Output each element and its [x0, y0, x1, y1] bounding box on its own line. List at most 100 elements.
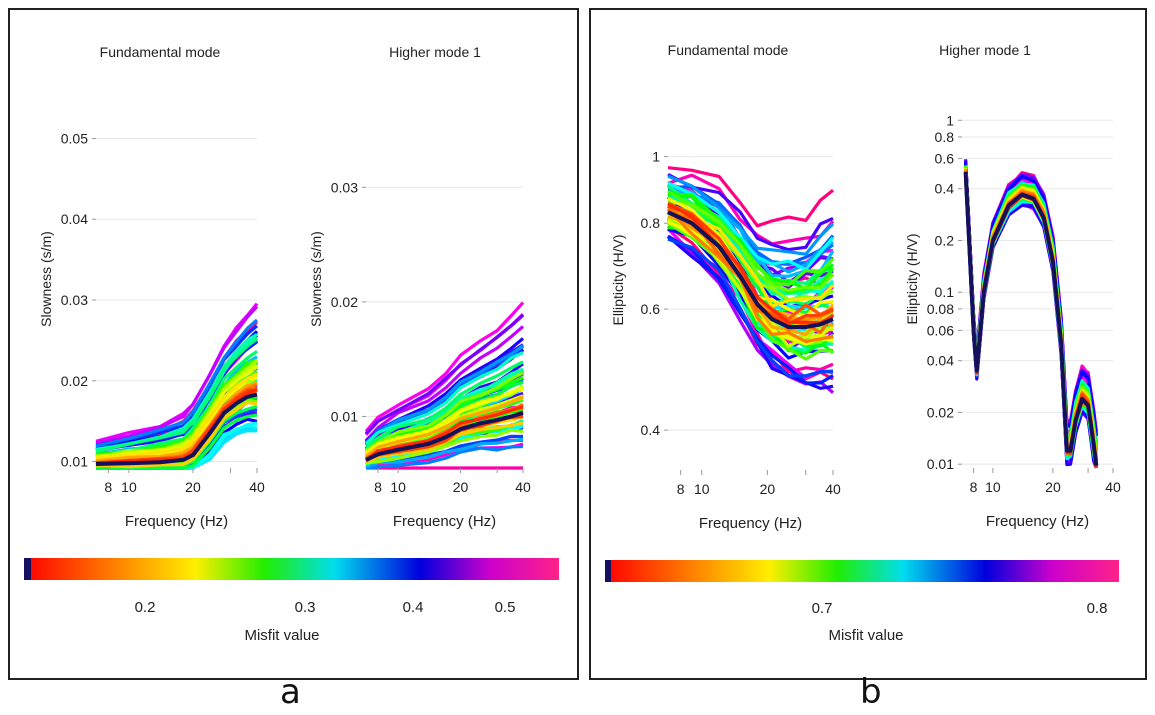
- model-curve: [666, 207, 834, 344]
- y-tick-label: 0.02: [61, 373, 88, 389]
- model-curve: [667, 200, 835, 293]
- model-curve: [95, 401, 258, 469]
- model-curve: [667, 235, 834, 385]
- model-curve: [667, 237, 834, 378]
- y-tick-label: 0.03: [61, 292, 88, 308]
- x-axis-label: Frequency (Hz): [393, 513, 496, 530]
- x-tick-label: 20: [453, 479, 469, 495]
- model-curve: [364, 344, 524, 445]
- x-tick-label: 8: [970, 479, 978, 495]
- y-tick-label: 1: [946, 112, 954, 128]
- colorbar-b-label: Misfit value: [828, 627, 903, 644]
- model-curve: [365, 421, 524, 464]
- model-curve: [364, 387, 524, 456]
- panel-b-frame: [589, 8, 1147, 680]
- x-axis-label: Frequency (Hz): [125, 513, 228, 530]
- model-curve: [667, 181, 835, 271]
- colorbar-a-tick: 0.5: [495, 599, 516, 616]
- colorbar-a-best-swatch: [24, 558, 31, 580]
- x-tick-label: 10: [694, 481, 710, 497]
- ensemble-curves: [666, 166, 835, 394]
- y-tick-label: 0.4: [935, 181, 955, 197]
- model-curve: [364, 325, 525, 442]
- best-fit-curve: [95, 392, 258, 466]
- x-tick-label: 8: [677, 481, 685, 497]
- model-curve: [95, 305, 259, 445]
- x-axis-label: Frequency (Hz): [986, 513, 1089, 530]
- best-fit-curve: [365, 411, 524, 462]
- x-tick-label: 40: [515, 479, 531, 495]
- x-tick-label: 8: [104, 479, 112, 495]
- colorbar-b-tick: 0.8: [1087, 600, 1108, 617]
- chart-2: 0.01 0.02 0.03 8 10 20 40 Higher mode 1 Frequenc…: [308, 44, 531, 530]
- x-tick-label: 20: [760, 481, 776, 497]
- colorbar-a-tick: 0.4: [403, 599, 424, 616]
- model-curve: [364, 350, 524, 445]
- chart-title: Fundamental mode: [100, 44, 221, 60]
- y-tick-label: 0.04: [61, 211, 88, 227]
- y-tick-label: 0.02: [331, 294, 358, 310]
- model-curve: [365, 371, 524, 453]
- chart-4: 0.01 0.02 0.04 0.06 0.080.1 0.2 0.4 0.6 0.81 8 10 2…: [904, 42, 1121, 530]
- y-tick-label: 0.02: [927, 404, 954, 420]
- model-curve: [95, 349, 258, 456]
- y-axis-label: Slowness (s/m): [308, 231, 324, 327]
- y-tick-label: 0.01: [927, 456, 954, 472]
- chart-1: 0.01 0.02 0.03 0.04 0.05 8 10 20 40 Fundamental m…: [38, 44, 265, 530]
- model-curve: [365, 405, 524, 461]
- colorbar-a-tick: 0.2: [135, 599, 156, 616]
- y-tick-label: 0.6: [935, 150, 955, 166]
- model-curve: [364, 301, 525, 433]
- model-curve: [95, 318, 259, 448]
- y-tick-label: 0.04: [927, 353, 954, 369]
- x-tick-label: 40: [249, 479, 265, 495]
- y-tick-label: 0.8: [641, 215, 661, 231]
- chart-title: Higher mode 1: [939, 42, 1031, 58]
- ensemble-curves: [95, 302, 259, 470]
- chart-3: 0.4 0.6 0.8 1 8 10 20 40 Fundamental mode Frequen…: [610, 42, 841, 532]
- y-tick-label: 0.1: [935, 284, 955, 300]
- model-curve: [667, 172, 834, 252]
- x-tick-label: 10: [985, 479, 1001, 495]
- ensemble-curves: [364, 301, 525, 470]
- x-tick-label: 20: [185, 479, 201, 495]
- x-tick-label: 8: [374, 479, 382, 495]
- panel-letter-a: a: [280, 672, 301, 712]
- model-curve: [667, 202, 834, 325]
- y-tick-label: 0.8: [935, 129, 955, 145]
- model-curve: [365, 444, 524, 470]
- y-axis-label: Ellipticity (H/V): [904, 233, 920, 324]
- best-fit-curve: [667, 210, 834, 329]
- model-curve: [365, 437, 524, 469]
- y-axis-label: Ellipticity (H/V): [610, 234, 626, 325]
- colorbar-b: [605, 560, 1119, 582]
- x-tick-label: 20: [1045, 479, 1061, 495]
- model-curve: [667, 166, 834, 228]
- model-curve: [95, 337, 258, 453]
- model-curve: [667, 189, 835, 287]
- colorbar-a-tick: 0.3: [295, 599, 316, 616]
- x-axis-label: Frequency (Hz): [699, 515, 802, 532]
- model-curve: [96, 413, 258, 470]
- y-tick-label: 0.05: [61, 130, 88, 146]
- colorbar-b-tick: 0.7: [812, 600, 833, 617]
- chart-title: Fundamental mode: [668, 42, 789, 58]
- model-curve: [365, 428, 524, 465]
- colorbar-a-label: Misfit value: [244, 627, 319, 644]
- model-curve: [364, 314, 525, 435]
- model-curve: [667, 174, 835, 256]
- best-fit-curve: [963, 171, 1099, 466]
- y-axis-label: Slowness (s/m): [38, 231, 54, 327]
- y-tick-label: 0.01: [61, 454, 88, 470]
- charts-layer: 0.01 0.02 0.03 0.04 0.05 8 10 20 40 Fundamental m…: [38, 42, 1121, 532]
- model-curve: [95, 372, 258, 460]
- colorbar-a: [24, 558, 559, 580]
- y-tick-label: 0.6: [641, 301, 661, 317]
- model-curve: [666, 235, 834, 390]
- model-curve: [667, 205, 835, 308]
- colorbar-b-best-swatch: [605, 560, 611, 582]
- panel-a-frame: [8, 8, 579, 680]
- chart-title: Higher mode 1: [389, 44, 481, 60]
- x-tick-label: 40: [825, 481, 841, 497]
